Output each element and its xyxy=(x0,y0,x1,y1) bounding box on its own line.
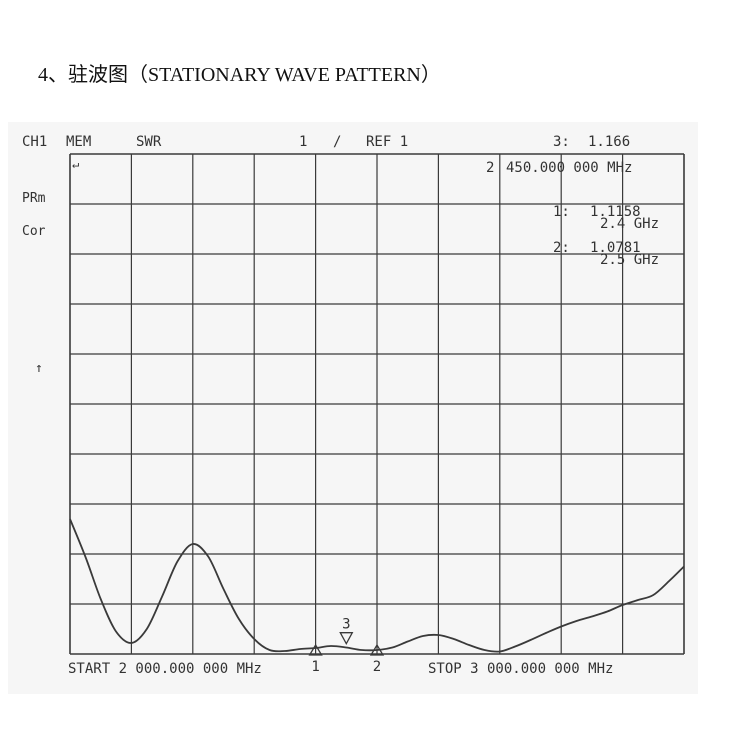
marker-2: 2 xyxy=(369,643,385,675)
ref-label: REF 1 xyxy=(366,134,408,150)
marker-1-value: 1.1158 xyxy=(590,204,641,220)
memory-label: MEM xyxy=(66,134,91,150)
active-marker-index: 2 xyxy=(486,160,494,176)
chart-grid xyxy=(69,153,685,655)
page-heading: 4、驻波图（STATIONARY WAVE PATTERN） xyxy=(38,64,441,86)
scale-slash: / xyxy=(333,134,341,150)
start-frequency: START 2 000.000 000 MHz xyxy=(68,661,262,677)
scale-label: 1 xyxy=(299,134,307,150)
marker-1: 1 xyxy=(308,643,323,675)
marker-2-value: 1.0781 xyxy=(590,240,641,256)
swr-trace xyxy=(69,518,685,653)
marker-arrow-icon: ↵ xyxy=(72,157,79,171)
analyzer-screen: CH1 MEM SWR 1 / REF 1 3: 1.166 2 450.000… xyxy=(8,122,698,694)
marker-3-number: 3 xyxy=(342,617,350,633)
marker-symbols: 1 2 3 xyxy=(308,617,385,675)
swr-chart: CH1 MEM SWR 1 / REF 1 3: 1.166 2 450.000… xyxy=(22,134,685,677)
marker-1-freq: 2.4 GHz xyxy=(600,216,659,232)
format-label: SWR xyxy=(136,134,162,150)
ref-pointer-icon: ↑ xyxy=(35,361,43,376)
marker-1-label: 1: xyxy=(553,204,570,220)
active-marker-freq: 450.000 000 MHz xyxy=(506,160,632,176)
marker-2-number: 2 xyxy=(373,659,381,675)
stop-frequency: STOP 3 000.000 000 MHz xyxy=(428,661,613,677)
marker-2-label: 2: xyxy=(553,240,570,256)
channel-label: CH1 xyxy=(22,134,47,150)
prm-label: PRm xyxy=(22,191,46,206)
cor-label: Cor xyxy=(22,224,46,239)
active-marker-value: 1.166 xyxy=(588,134,630,150)
marker-3: 3 xyxy=(339,617,354,646)
marker-1-number: 1 xyxy=(311,659,319,675)
active-marker-label: 3: xyxy=(553,134,570,150)
marker-2-freq: 2.5 GHz xyxy=(600,252,659,268)
